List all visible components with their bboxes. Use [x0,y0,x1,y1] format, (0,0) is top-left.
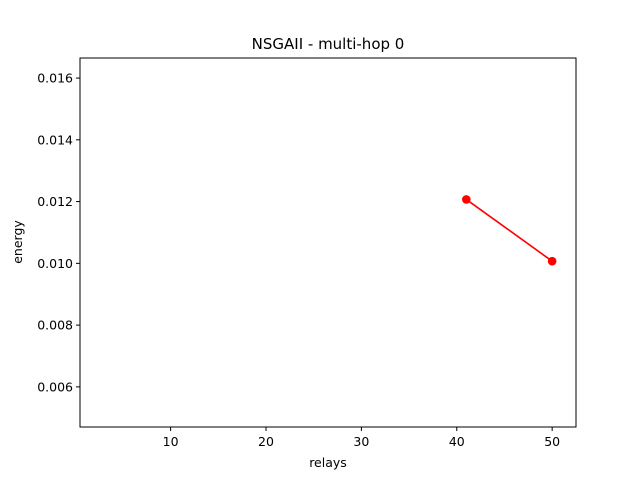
data-point [547,256,557,266]
y-tick-label: 0.012 [37,194,73,209]
series-line [465,198,553,262]
y-axis-label: energy [10,220,25,264]
x-tick-label: 40 [449,434,465,449]
x-axis-ticks: 10 20 30 40 50 [163,427,560,449]
plot-frame [79,57,577,428]
x-tick-label: 10 [163,434,179,449]
y-tick-label: 0.010 [37,256,73,271]
x-tick-label: 30 [353,434,369,449]
x-tick-label: 20 [258,434,274,449]
y-tick-label: 0.016 [37,71,73,86]
chart-title: NSGAII - multi-hop 0 [252,35,405,53]
y-tick-label: 0.014 [37,132,73,147]
y-tick-label: 0.008 [37,318,73,333]
y-axis-ticks: 0.006 0.008 0.010 0.012 0.014 0.016 [37,71,80,394]
data-point [462,195,471,204]
x-axis-label: relays [309,455,347,470]
plot-area [80,58,576,427]
series-layer [462,195,557,266]
x-tick-label: 50 [544,434,560,449]
y-tick-label: 0.006 [37,379,73,394]
